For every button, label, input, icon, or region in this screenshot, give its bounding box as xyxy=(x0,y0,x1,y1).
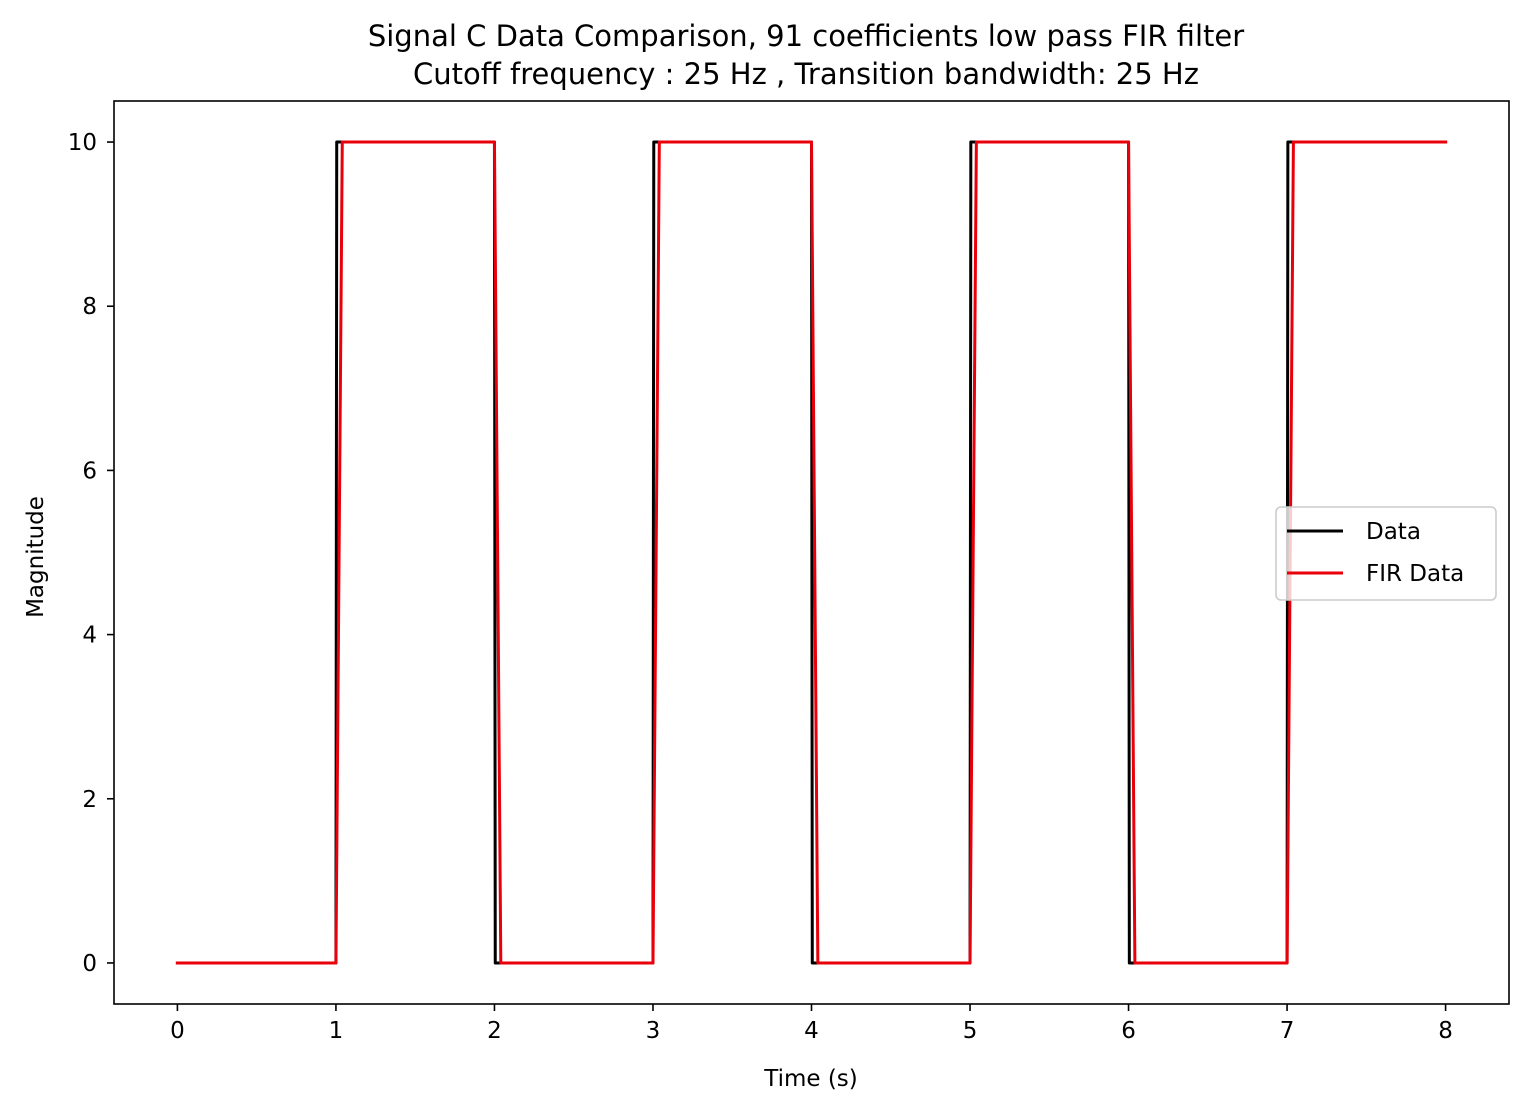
x-tick-label: 0 xyxy=(170,1018,185,1044)
y-tick-label: 10 xyxy=(68,130,97,156)
y-tick-label: 4 xyxy=(82,623,97,649)
y-axis-ticks: 0 2 4 6 8 10 xyxy=(68,130,114,977)
x-tick-label: 6 xyxy=(1121,1018,1136,1044)
plot-area xyxy=(175,140,1448,965)
legend-label-fir-data: FIR Data xyxy=(1366,561,1464,587)
y-axis-label: Magnitude xyxy=(23,496,49,618)
y-tick-label: 6 xyxy=(82,458,97,484)
series-line-fir-data xyxy=(175,140,1448,965)
legend: Data FIR Data xyxy=(1275,506,1497,601)
y-tick-label: 2 xyxy=(82,787,97,813)
x-tick-label: 3 xyxy=(646,1018,661,1044)
x-tick-label: 5 xyxy=(963,1018,978,1044)
x-tick-label: 1 xyxy=(329,1018,344,1044)
x-tick-label: 4 xyxy=(804,1018,819,1044)
chart-title: Signal C Data Comparison, 91 coefficient… xyxy=(368,19,1244,53)
x-tick-label: 2 xyxy=(487,1018,502,1044)
y-tick-label: 0 xyxy=(82,951,97,977)
x-tick-label: 8 xyxy=(1438,1018,1453,1044)
legend-entries: Data FIR Data xyxy=(1287,519,1464,587)
legend-label-data: Data xyxy=(1366,519,1421,545)
x-tick-label: 7 xyxy=(1280,1018,1295,1044)
x-axis-label: Time (s) xyxy=(763,1066,858,1092)
x-axis-ticks: 0 1 2 3 4 5 6 7 8 xyxy=(170,1004,1453,1044)
y-tick-label: 8 xyxy=(82,294,97,320)
chart-subtitle: Cutoff frequency : 25 Hz , Transition ba… xyxy=(413,57,1199,91)
